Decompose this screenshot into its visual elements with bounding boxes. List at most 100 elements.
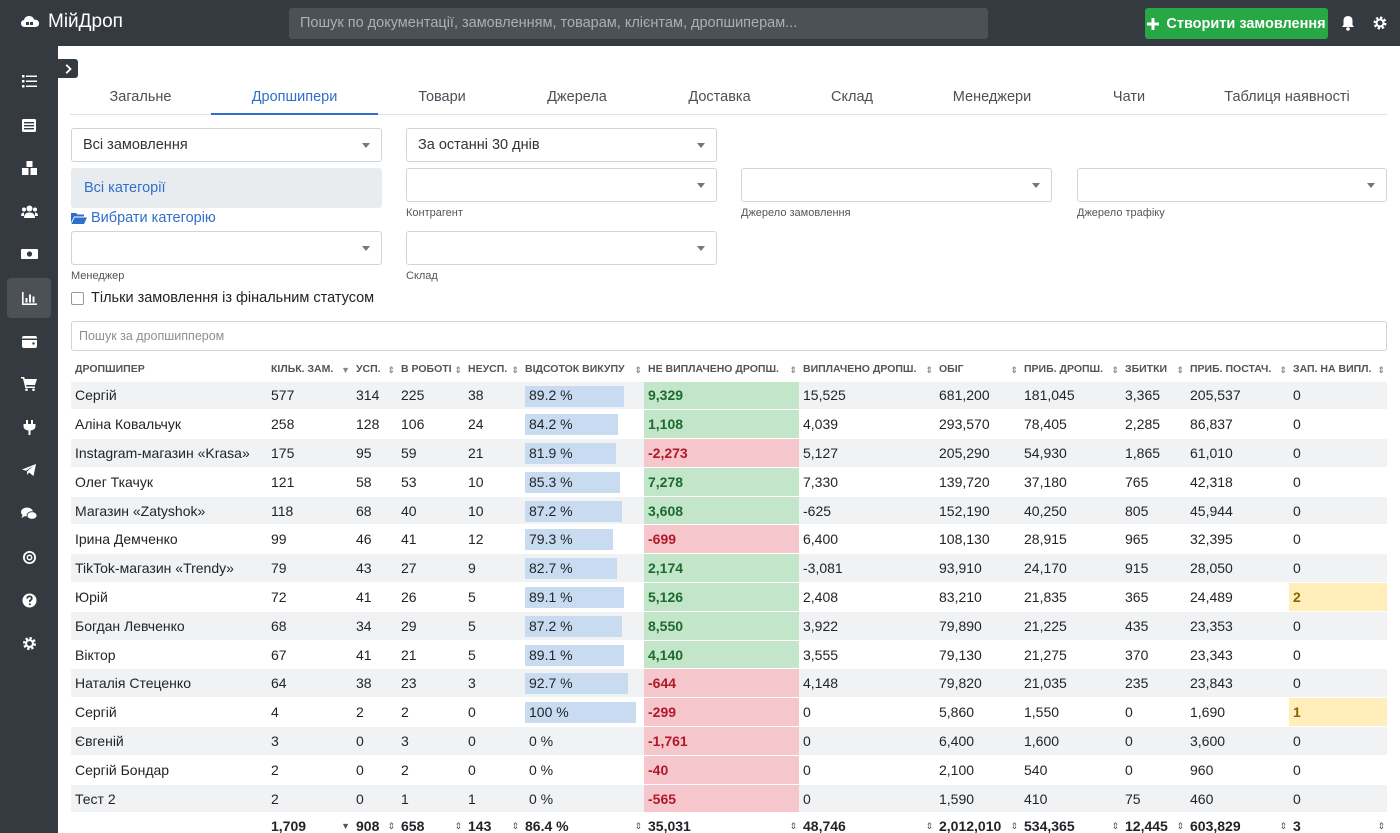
sort-icon[interactable]: ⇕ [925,365,933,375]
sort-icon[interactable]: ⇕ [511,821,519,832]
choose-category-link[interactable]: Вибрати категорію [71,210,216,226]
column-header[interactable]: УСП. ⇕ [352,357,397,381]
category-selection[interactable]: Всі категорії [71,168,382,208]
checkbox-box[interactable] [71,291,84,305]
dropshipper-name-cell[interactable]: Сергій Бондар [71,754,267,785]
column-header[interactable]: НЕУСП. ⇕ [464,357,521,381]
sort-icon[interactable]: ⇕ [1279,821,1287,832]
column-header[interactable]: ПРИБ. ДРОПШ. ⇕ [1020,357,1121,381]
sidebar-item-ai[interactable] [7,537,51,577]
sidebar-item-chats[interactable] [7,494,51,534]
column-header[interactable]: НЕ ВИПЛАЧЕНО ДРОПШ. ⇕ [644,357,799,381]
table-row[interactable]: Євгеній 3 0 3 0 0 % -1,761 0 6,400 1,600 0 3,600 0 [71,726,1387,756]
sort-icon[interactable]: ⇕ [1176,365,1184,375]
dropshipper-name-cell[interactable]: Євгеній [71,726,267,756]
sidebar-item-integrations[interactable] [7,407,51,447]
final-status-checkbox[interactable]: Тільки замовлення із фінальним статусом [71,290,374,306]
sidebar-item-wallet[interactable] [7,321,51,361]
tab-products[interactable]: Товари [418,89,466,105]
orders-filter-select[interactable]: Всі замовлення [71,128,382,162]
table-row[interactable]: Instagram-магазин «Krasa» 175 95 59 21 81.9 %… [71,438,1387,468]
sort-icon[interactable]: ⇕ [925,821,933,832]
table-row[interactable]: Сергій 4 2 2 0 100 % -299 0 5,860 1,550 0 1,690 1 [71,697,1387,727]
table-row[interactable]: Наталія Стеценко 64 38 23 3 92.7 % -644 4,148 79… [71,668,1387,698]
dropshipper-name-cell[interactable]: Богдан Левченко [71,610,267,641]
manager-select[interactable] [71,231,382,265]
tab-dropshippers[interactable]: Дропшипери [211,80,378,115]
column-header[interactable]: ЗБИТКИ ⇕ [1121,357,1186,381]
table-row[interactable]: Богдан Левченко 68 34 29 5 87.2 % 8,550 3,922 79… [71,610,1387,641]
sidebar-item-help[interactable] [7,580,51,620]
sort-icon[interactable]: ⇕ [1010,365,1018,375]
table-row[interactable]: Аліна Ковальчук 258 128 106 24 84.2 % 1,108 4,0… [71,409,1387,439]
order-source-select[interactable] [741,168,1052,202]
column-header[interactable]: КІЛЬК. ЗАМ. ▼ [267,357,352,381]
tab-sources[interactable]: Джерела [547,89,607,105]
column-header[interactable]: ОБІГ ⇕ [935,357,1020,381]
table-row[interactable]: Ірина Демченко 99 46 41 12 79.3 % -699 6,400 108… [71,524,1387,554]
gear-icon[interactable] [1372,15,1388,31]
tab-managers[interactable]: Менеджери [952,89,1032,105]
tab-chats[interactable]: Чати [1112,89,1146,105]
table-row[interactable]: Сергій 577 314 225 38 89.2 % 9,329 15,525 681,20… [71,380,1387,410]
dropshipper-name-cell[interactable]: Юрій [71,582,267,612]
sidebar-item-telegram[interactable] [7,450,51,490]
sidebar-item-cart[interactable] [7,364,51,404]
sort-icon[interactable]: ⇕ [1111,365,1119,375]
sort-icon[interactable]: ⇕ [387,365,395,375]
sidebar-item-warehouse[interactable] [7,148,51,188]
dropshipper-name-cell[interactable]: Віктор [71,639,267,669]
sort-icon[interactable]: ⇕ [1010,821,1018,832]
dropshipper-name-cell[interactable]: Наталія Стеценко [71,668,267,698]
sort-icon[interactable]: ⇕ [789,821,797,832]
column-header[interactable]: ВИПЛАЧЕНО ДРОПШ. ⇕ [799,357,935,381]
dropshipper-name-cell[interactable]: Instagram-магазин «Krasa» [71,438,267,468]
sort-desc-icon[interactable]: ▼ [341,821,350,832]
table-row[interactable]: Юрій 72 41 26 5 89.1 % 5,126 2,408 83,210 21,835 3… [71,582,1387,612]
dropshipper-name-cell[interactable]: Сергій [71,697,267,727]
traffic-source-select[interactable] [1077,168,1387,202]
sidebar-item-settings[interactable] [7,623,51,663]
app-brand[interactable]: МійДроп [20,11,123,33]
sort-icon[interactable]: ⇕ [1111,821,1119,832]
column-header[interactable]: В РОБОТІ ⇕ [397,357,464,381]
dropshipper-name-cell[interactable]: Аліна Ковальчук [71,409,267,439]
sort-icon[interactable]: ⇕ [387,821,395,832]
table-row[interactable]: Магазин «Zatyshok» 118 68 40 10 87.2 % 3,608 -6… [71,495,1387,525]
sidebar-item-analytics[interactable] [7,278,51,318]
sort-icon[interactable]: ⇕ [634,365,642,375]
global-search-input[interactable]: Пошук по документації, замовленням, това… [289,8,988,39]
sidebar-item-finance[interactable] [7,234,51,274]
sort-icon[interactable]: ⇕ [1377,365,1385,375]
column-header[interactable]: ДРОПШИПЕР [71,357,267,381]
tab-general[interactable]: Загальне [109,89,172,105]
warehouse-select[interactable] [406,231,717,265]
dropshipper-name-cell[interactable]: Олег Ткачук [71,466,267,497]
dropshipper-name-cell[interactable]: TikTok-магазин «Trendy» [71,553,267,583]
sort-icon[interactable]: ⇕ [454,821,462,832]
tab-delivery[interactable]: Доставка [688,89,751,105]
counterparty-select[interactable] [406,168,717,202]
table-row[interactable]: TikTok-магазин «Trendy» 79 43 27 9 82.7 % 2,17… [71,553,1387,583]
dropshipper-name-cell[interactable]: Тест 2 [71,783,267,813]
column-header[interactable]: ВІДСОТОК ВИКУПУ ⇕ [521,357,644,381]
sidebar-item-orders-list[interactable] [7,61,51,101]
table-row[interactable]: Сергій Бондар 2 0 2 0 0 % -40 0 2,100 540 0 960 0 [71,754,1387,785]
dropshipper-name-cell[interactable]: Магазин «Zatyshok» [71,495,267,525]
sidebar-item-documents[interactable] [7,105,51,145]
sidebar-item-users[interactable] [7,191,51,231]
sidebar-toggle-button[interactable] [58,59,78,78]
sort-icon[interactable]: ⇕ [789,365,797,375]
table-row[interactable]: Олег Ткачук 121 58 53 10 85.3 % 7,278 7,330 139,… [71,466,1387,497]
sort-icon[interactable]: ⇕ [511,365,519,375]
sort-icon[interactable]: ⇕ [454,365,462,375]
bell-icon[interactable] [1340,15,1356,31]
period-filter-select[interactable]: За останні 30 днів [406,128,717,162]
table-row[interactable]: Віктор 67 41 21 5 89.1 % 4,140 3,555 79,130 21,27… [71,639,1387,669]
dropshipper-name-cell[interactable]: Сергій [71,380,267,410]
column-header[interactable]: ЗАП. НА ВИПЛ. ⇕ [1289,357,1387,381]
sort-icon[interactable]: ⇕ [1176,821,1184,832]
dropshipper-name-cell[interactable]: Ірина Демченко [71,524,267,554]
sort-desc-icon[interactable]: ▼ [341,365,350,375]
